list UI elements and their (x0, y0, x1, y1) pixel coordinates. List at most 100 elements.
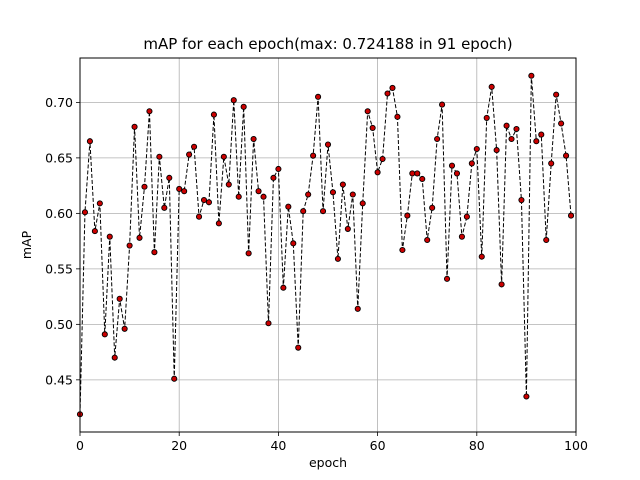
data-point (290, 240, 297, 247)
data-point (86, 138, 93, 145)
data-point (156, 153, 163, 160)
data-point (483, 114, 490, 121)
data-point (111, 354, 118, 361)
data-point (448, 162, 456, 169)
data-point (191, 143, 198, 150)
data-point (533, 138, 540, 145)
data-point (473, 145, 480, 153)
data-point (488, 83, 495, 90)
data-point (563, 152, 570, 159)
data-point (106, 233, 113, 240)
x-axis-label: epoch (309, 455, 347, 470)
data-point (136, 234, 143, 241)
data-point (453, 170, 461, 177)
data-point (424, 236, 431, 244)
y-tick-label: 0.55 (45, 261, 73, 276)
data-point (121, 325, 128, 332)
data-point (374, 169, 381, 176)
data-point (389, 84, 396, 92)
data-point (310, 152, 317, 159)
x-tick-label: 40 (270, 438, 286, 453)
x-tick-label: 0 (76, 438, 84, 453)
data-point (538, 131, 545, 138)
data-point (101, 331, 108, 338)
x-tick-label: 100 (564, 438, 588, 453)
data-point (463, 213, 470, 220)
y-tick-label: 0.50 (45, 317, 73, 332)
data-point (553, 91, 560, 98)
y-tick-label: 0.70 (45, 95, 73, 110)
data-point (166, 174, 173, 181)
data-point (429, 204, 436, 211)
data-point (478, 253, 485, 260)
data-point (270, 174, 277, 181)
data-point (275, 165, 282, 173)
data-point (225, 181, 232, 188)
series-line (79, 75, 572, 415)
data-point (394, 113, 401, 120)
data-point (399, 246, 406, 254)
data-point (443, 275, 451, 282)
data-point (81, 209, 89, 216)
data-point (205, 199, 213, 206)
data-point (126, 242, 133, 249)
data-point (181, 188, 188, 195)
data-point (176, 185, 183, 193)
chart-title: mAP for each epoch(max: 0.724188 in 91 e… (143, 35, 512, 53)
data-point (200, 196, 208, 204)
data-point (319, 208, 327, 215)
data-point (558, 120, 565, 127)
data-point (245, 250, 252, 257)
data-points (76, 72, 575, 418)
data-point (131, 123, 138, 130)
data-point (305, 191, 312, 198)
data-point (567, 212, 575, 219)
data-point (409, 170, 416, 177)
data-point (543, 236, 550, 244)
data-point (91, 228, 98, 235)
x-tick-label: 20 (171, 438, 187, 453)
data-point (434, 135, 441, 143)
data-point (280, 284, 287, 291)
data-point (404, 212, 411, 219)
data-point (210, 111, 217, 118)
data-point (369, 124, 376, 131)
data-point (359, 200, 366, 207)
data-point (255, 188, 262, 195)
data-point (354, 305, 361, 312)
series-layer (76, 72, 575, 418)
x-axis-ticks: 0 20 40 60 80 100 (76, 432, 588, 453)
data-point (508, 135, 515, 143)
y-tick-label: 0.45 (45, 372, 73, 387)
data-point (384, 90, 391, 97)
data-point (215, 220, 222, 227)
data-point (528, 72, 535, 79)
data-point (419, 175, 426, 183)
x-tick-label: 60 (370, 438, 386, 453)
data-point (329, 189, 337, 196)
data-point (518, 196, 525, 204)
data-point (379, 155, 386, 163)
data-point (334, 255, 341, 262)
data-point (315, 93, 322, 100)
data-point (285, 203, 292, 210)
data-point (171, 375, 178, 382)
data-point (349, 191, 356, 198)
data-point (523, 393, 530, 400)
x-tick-label: 80 (469, 438, 485, 453)
y-axis-ticks: 0.45 0.50 0.55 0.60 0.65 0.70 (45, 95, 80, 387)
data-point (265, 320, 272, 327)
data-point (493, 147, 500, 154)
data-point (548, 160, 555, 167)
data-point (513, 125, 520, 133)
data-point (300, 208, 307, 215)
y-axis-label: mAP (19, 230, 34, 259)
y-tick-label: 0.65 (45, 150, 73, 165)
y-tick-label: 0.60 (45, 206, 73, 221)
data-point (295, 344, 302, 351)
data-point (151, 249, 158, 256)
data-point (250, 135, 257, 143)
data-point (141, 183, 148, 190)
